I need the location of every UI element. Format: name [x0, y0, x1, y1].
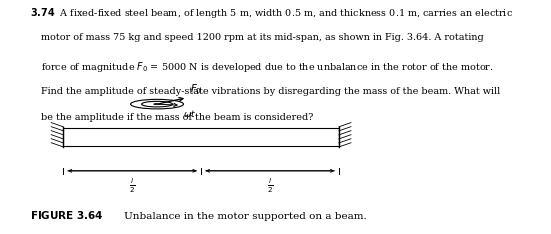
Text: $\frac{l}{2}$: $\frac{l}{2}$ [129, 177, 136, 195]
Text: motor of mass 75 kg and speed 1200 rpm at its mid-span, as shown in Fig. 3.64. A: motor of mass 75 kg and speed 1200 rpm a… [41, 33, 484, 42]
Text: $\mathbf{FIGURE\ 3.64}$: $\mathbf{FIGURE\ 3.64}$ [30, 209, 104, 221]
Ellipse shape [131, 99, 183, 109]
Text: force of magnitude $F_0$ = 5000 N is developed due to the unbalance in the rotor: force of magnitude $F_0$ = 5000 N is dev… [41, 60, 494, 74]
Text: $\frac{l}{2}$: $\frac{l}{2}$ [267, 177, 273, 195]
Text: $\mathbf{3.74}$  A fixed-fixed steel beam, of length 5 m, width 0.5 m, and thick: $\mathbf{3.74}$ A fixed-fixed steel beam… [30, 6, 514, 20]
Text: $\omega t$: $\omega t$ [183, 108, 197, 119]
Text: $F_0$: $F_0$ [190, 83, 202, 96]
Ellipse shape [154, 103, 160, 105]
Text: be the amplitude if the mass of the beam is considered?: be the amplitude if the mass of the beam… [41, 113, 314, 122]
Text: Find the amplitude of steady-state vibrations by disregarding the mass of the be: Find the amplitude of steady-state vibra… [41, 87, 500, 95]
Ellipse shape [142, 101, 172, 107]
Bar [63, 128, 339, 146]
Text: Unbalance in the motor supported on a beam.: Unbalance in the motor supported on a be… [124, 212, 367, 221]
